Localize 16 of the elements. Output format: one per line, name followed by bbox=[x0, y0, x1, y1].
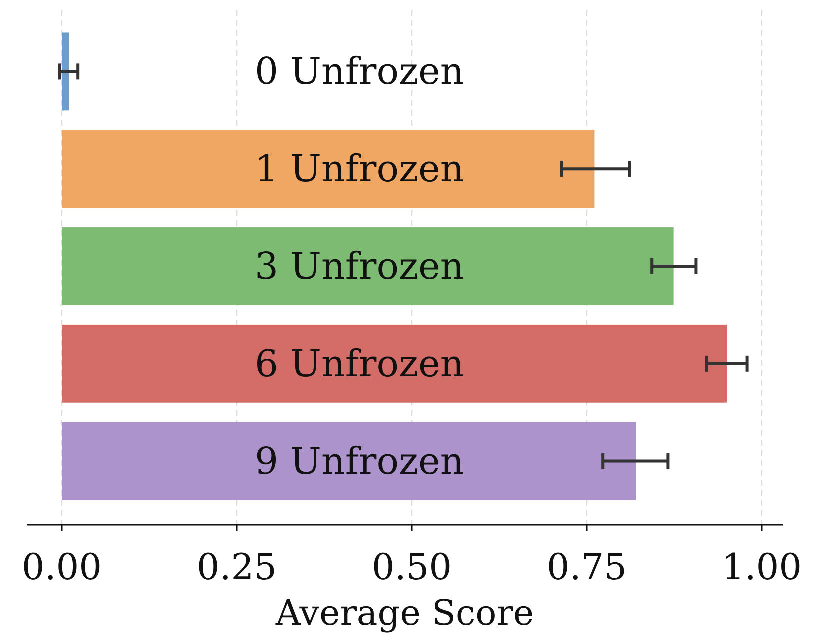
bar bbox=[62, 324, 727, 403]
x-tick-label: 0.25 bbox=[196, 548, 278, 588]
y-tick-label: 3 Unfrozen bbox=[255, 245, 464, 288]
bar bbox=[62, 130, 595, 208]
x-tick-label: 1.00 bbox=[722, 548, 802, 588]
x-axis-title: Average Score bbox=[274, 594, 534, 634]
bar bbox=[62, 422, 636, 500]
y-tick-label: 0 Unfrozen bbox=[255, 50, 464, 94]
y-tick-label: 1 Unfrozen bbox=[255, 148, 464, 191]
x-tick-label: 0.75 bbox=[546, 548, 628, 588]
y-tick-label: 6 Unfrozen bbox=[255, 342, 464, 386]
x-tick-label: 0.00 bbox=[22, 548, 102, 588]
y-tick-label: 9 Unfrozen bbox=[255, 440, 464, 483]
bar bbox=[62, 228, 674, 306]
x-tick-label: 0.50 bbox=[372, 548, 452, 588]
bar bbox=[62, 32, 69, 111]
